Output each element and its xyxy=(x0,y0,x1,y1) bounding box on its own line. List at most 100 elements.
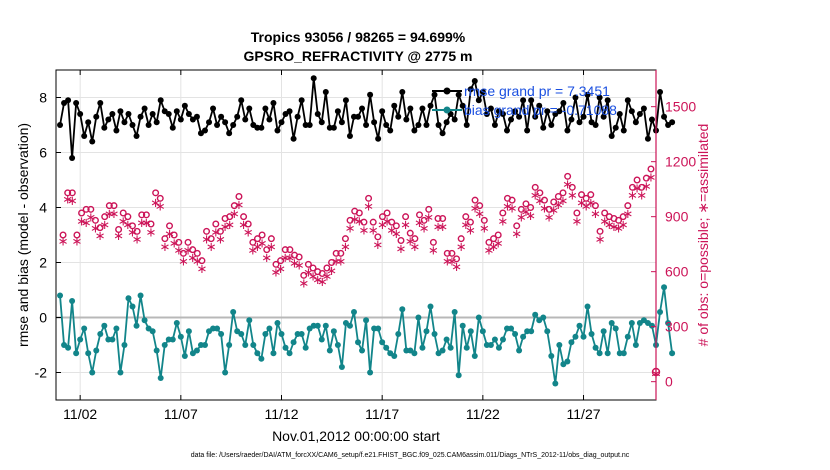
possible-marker xyxy=(499,209,507,217)
bias-point xyxy=(467,328,474,335)
rmse-point xyxy=(177,116,184,123)
assimilated-marker: ∗ xyxy=(558,193,569,208)
possible-marker xyxy=(582,194,590,202)
bias-point xyxy=(532,311,539,318)
possible-marker xyxy=(388,218,396,226)
assimilated-marker: ∗ xyxy=(136,215,147,230)
rmse-point xyxy=(403,116,410,123)
assimilated-marker: ∗ xyxy=(95,228,106,243)
x-tick-label: 11/17 xyxy=(365,406,399,422)
possible-marker xyxy=(341,235,349,243)
bias-point xyxy=(153,347,160,354)
assimilated-marker: ∗ xyxy=(627,188,638,203)
rmse-point xyxy=(310,75,317,82)
rmse-point xyxy=(330,124,337,131)
assimilated-marker: ∗ xyxy=(553,197,564,212)
rmse-point xyxy=(270,100,277,106)
bias-point xyxy=(375,325,382,332)
bias-point xyxy=(499,336,506,343)
bias-point xyxy=(125,295,132,302)
assimilated-marker: ∗ xyxy=(266,239,277,254)
assimilated-marker: ∗ xyxy=(192,254,203,269)
assimilated-marker: ∗ xyxy=(636,188,647,203)
rmse-point xyxy=(306,122,313,128)
assimilated-marker: ∗ xyxy=(363,199,374,214)
bias-point xyxy=(250,342,257,348)
rmse-point xyxy=(133,133,140,139)
rmse-point xyxy=(443,119,450,126)
rmse-point xyxy=(109,111,116,117)
rmse-point xyxy=(532,113,539,120)
rmse-point xyxy=(467,86,474,93)
assimilated-marker: ∗ xyxy=(155,199,166,214)
possible-marker xyxy=(133,227,141,235)
bias-point xyxy=(665,320,672,326)
rmse-point xyxy=(125,111,132,117)
rmse-point xyxy=(568,116,575,123)
assimilated-marker: ∗ xyxy=(224,217,235,232)
bias-point xyxy=(97,331,104,337)
rmse-point xyxy=(491,122,498,128)
rmse-point xyxy=(318,119,325,126)
bias-point xyxy=(89,369,96,376)
bias-point xyxy=(201,342,208,348)
possible-marker xyxy=(554,192,562,200)
rmse-point xyxy=(165,111,172,117)
assimilated-marker: ∗ xyxy=(483,243,494,258)
rmse-point xyxy=(471,78,478,84)
bias-point xyxy=(395,331,402,337)
x-axis-label: Nov.01,2012 00:00:00 start xyxy=(272,428,440,444)
bias-point xyxy=(157,375,164,381)
assimilated-marker: ∗ xyxy=(238,217,249,232)
bias-point xyxy=(588,331,595,337)
assimilated-marker: ∗ xyxy=(377,217,388,232)
possible-marker xyxy=(425,205,433,213)
bias-point xyxy=(298,331,305,337)
bias-point xyxy=(584,303,591,310)
rmse-point xyxy=(604,97,611,104)
assimilated-marker: ∗ xyxy=(530,188,541,203)
possible-marker xyxy=(416,211,424,219)
rmse-point xyxy=(669,119,676,126)
rmse-point xyxy=(407,105,414,112)
assimilated-marker: ∗ xyxy=(122,217,133,232)
bias-point xyxy=(544,328,551,335)
bias-point xyxy=(254,350,261,357)
assimilated-marker: ∗ xyxy=(308,268,319,283)
rmse-point xyxy=(206,119,213,126)
bias-point xyxy=(600,328,607,335)
rmse-point xyxy=(153,119,160,126)
bias-point xyxy=(608,320,615,326)
bias-point xyxy=(266,325,273,332)
assimilated-marker: ∗ xyxy=(470,201,481,216)
bias-point xyxy=(181,353,188,359)
bias-point xyxy=(516,347,523,354)
possible-marker xyxy=(156,194,164,202)
rmse-point xyxy=(57,122,64,128)
assimilated-marker: ∗ xyxy=(604,217,615,232)
possible-marker xyxy=(448,249,456,257)
bias-point xyxy=(383,344,390,351)
rmse-point xyxy=(580,113,587,120)
assimilated-marker: ∗ xyxy=(479,221,490,236)
possible-marker xyxy=(105,202,113,210)
bias-point xyxy=(508,325,515,332)
assimilated-marker: ∗ xyxy=(303,265,314,280)
bias-point xyxy=(57,292,64,299)
possible-marker xyxy=(230,202,238,210)
possible-marker xyxy=(453,255,461,263)
assimilated-marker: ∗ xyxy=(132,232,143,247)
rmse-point xyxy=(262,105,269,112)
assimilated-marker: ∗ xyxy=(229,206,240,221)
assimilated-marker: ∗ xyxy=(146,224,157,239)
possible-marker xyxy=(73,231,81,239)
possible-marker xyxy=(374,233,382,241)
possible-marker xyxy=(573,209,581,217)
assimilated-marker: ∗ xyxy=(507,201,518,216)
possible-marker xyxy=(91,216,99,224)
bias-point xyxy=(214,325,221,332)
footnote: data file: /Users/raeder/DAI/ATM_forcXX/… xyxy=(191,452,630,459)
possible-marker xyxy=(179,249,187,257)
possible-marker xyxy=(96,224,104,232)
rmse-point xyxy=(89,138,96,145)
